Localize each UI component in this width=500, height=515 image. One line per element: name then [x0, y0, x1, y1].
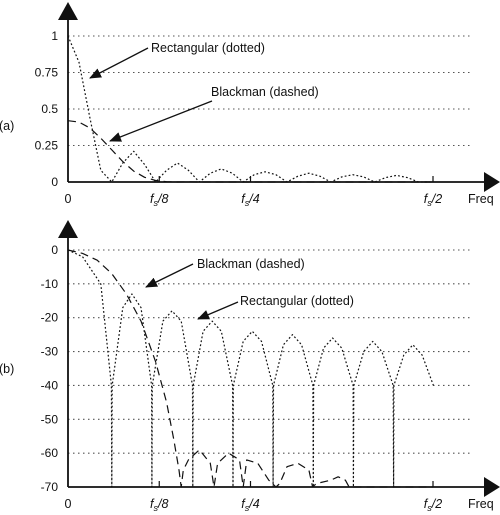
x-axis-label-a: Freq — [468, 192, 494, 206]
annotation-rectangular-a: Rectangular (dotted) — [151, 41, 265, 55]
y-tick-label: 0 — [51, 243, 58, 257]
x-ticks-a: 0 fs/8 fs/4 fs/2 — [65, 176, 442, 208]
x-ticks-b: 0 fs/8 fs/4 fs/2 — [65, 481, 442, 513]
x-tick-label: fs/8 — [150, 497, 168, 513]
x-axis-arrow-b — [484, 477, 500, 497]
y-ticks-a: 0 0.25 0.5 0.75 1 — [35, 29, 59, 189]
annotation-arrow-rect-b — [197, 301, 239, 320]
annotation-blackman-b: Blackman (dashed) — [197, 257, 305, 271]
x-tick-label: 0 — [65, 497, 72, 511]
x-axis-arrow-a — [484, 172, 500, 192]
y-tick-label: -30 — [41, 345, 59, 359]
y-tick-label: -40 — [41, 378, 59, 392]
y-tick-label: -60 — [41, 446, 59, 460]
grid-a — [68, 35, 470, 147]
annotation-arrow-blackman-a — [109, 100, 213, 142]
series-blackman-line — [67, 120, 433, 183]
y-tick-label: -10 — [41, 277, 59, 291]
x-tick-label: fs/4 — [241, 497, 259, 513]
y-tick-label: 0.5 — [41, 102, 58, 116]
x-tick-label: fs/2 — [424, 192, 442, 208]
x-axis-label-b: Freq — [468, 497, 494, 511]
panel-a: 0 0.25 0.5 0.75 1 0 fs/8 fs/4 fs/2 (a) Freq Rec… — [0, 2, 500, 208]
x-tick-label: fs/2 — [424, 497, 442, 513]
panel-label-a: (a) — [0, 119, 14, 133]
grid-b — [68, 249, 470, 454]
y-tick-label: -50 — [41, 412, 59, 426]
series-blackman-line — [67, 249, 433, 488]
marks-b — [67, 249, 434, 488]
y-axis-arrow-b — [58, 220, 78, 238]
y-tick-label: 1 — [51, 29, 58, 43]
annotation-rectangular-b: Rectangular (dotted) — [240, 294, 354, 308]
x-tick-label: fs/4 — [241, 192, 259, 208]
annotation-arrow-rect-a — [89, 47, 149, 79]
x-tick-label: fs/8 — [150, 192, 168, 208]
marks-a — [67, 35, 433, 183]
panel-label-b: (b) — [0, 362, 14, 376]
series-rectangular-line — [67, 249, 434, 488]
annotation-arrow-blackman-b — [145, 263, 194, 288]
y-tick-label: -70 — [41, 480, 59, 494]
annotation-blackman-a: Blackman (dashed) — [211, 85, 319, 99]
y-tick-label: 0.75 — [35, 66, 59, 80]
y-tick-label: 0.25 — [35, 139, 59, 153]
x-tick-label: 0 — [65, 192, 72, 206]
panel-b: 0 -10 -20 -30 -40 -50 -60 -70 0 fs/8 fs/4 fs/2 (b)… — [0, 220, 500, 513]
y-axis-arrow-a — [58, 2, 78, 20]
y-ticks-b: 0 -10 -20 -30 -40 -50 -60 -70 — [41, 243, 59, 494]
y-tick-label: -20 — [41, 311, 59, 325]
series-rectangular-line — [67, 35, 430, 183]
y-tick-label: 0 — [51, 175, 58, 189]
